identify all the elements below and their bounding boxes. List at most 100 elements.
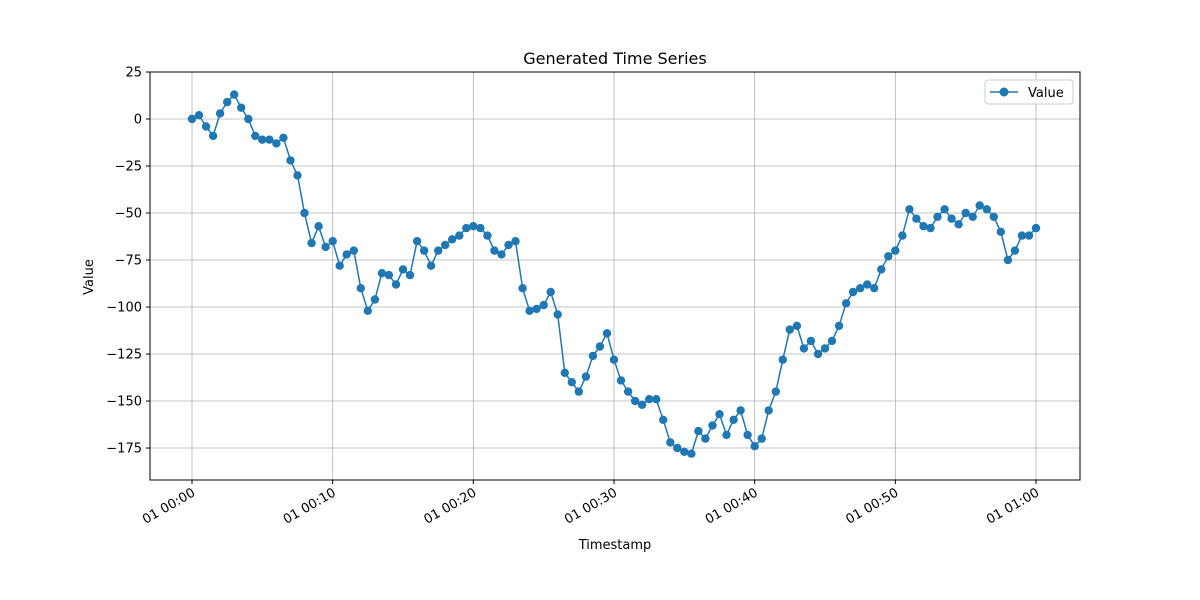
y-tick-label: 25	[125, 66, 142, 81]
data-point	[272, 139, 281, 148]
data-point	[251, 131, 260, 141]
data-point	[982, 205, 991, 214]
data-point	[342, 250, 351, 259]
data-point	[230, 90, 239, 99]
data-point	[623, 387, 633, 396]
data-point	[806, 336, 816, 346]
data-point	[194, 111, 204, 120]
data-point	[863, 280, 872, 289]
chart-title: Generated Time Series	[523, 49, 706, 68]
data-point	[370, 295, 380, 304]
data-point	[448, 235, 457, 244]
data-point	[567, 378, 576, 387]
data-point	[265, 135, 274, 144]
data-point	[848, 287, 858, 297]
data-point	[919, 222, 928, 231]
data-point	[588, 351, 598, 361]
data-point	[384, 270, 394, 280]
data-point	[757, 434, 766, 443]
data-point	[398, 265, 408, 274]
data-point	[750, 442, 759, 451]
data-point	[321, 242, 330, 252]
data-point	[722, 430, 731, 440]
data-point	[462, 223, 471, 233]
data-point	[1031, 223, 1041, 233]
data-point	[701, 434, 710, 443]
data-point	[659, 415, 668, 424]
data-point	[434, 246, 443, 255]
data-point	[947, 214, 956, 223]
data-point	[1024, 231, 1034, 240]
data-point	[455, 231, 464, 240]
data-point	[187, 114, 197, 124]
y-axis: 25 0 −25 −50 −75 −100 −125 −150 −175	[106, 66, 150, 457]
data-point	[841, 299, 851, 308]
data-point	[652, 395, 661, 404]
data-point	[539, 300, 548, 310]
data-point	[363, 306, 372, 315]
data-point	[307, 238, 316, 248]
data-point	[469, 222, 478, 231]
y-axis-label: Value	[82, 259, 97, 295]
data-point	[293, 171, 302, 180]
data-point	[813, 349, 823, 359]
data-point	[771, 387, 780, 396]
y-tick-label: −100	[106, 301, 142, 316]
data-point	[419, 246, 429, 255]
data-point	[476, 223, 485, 233]
data-point	[208, 131, 218, 141]
legend: Value	[984, 79, 1074, 105]
x-axis-label: Timestamp	[578, 538, 652, 553]
data-point	[666, 438, 675, 447]
data-point	[743, 430, 752, 440]
series-layer	[187, 90, 1041, 458]
data-point	[680, 447, 689, 456]
data-point	[968, 212, 977, 221]
data-point	[215, 109, 225, 118]
data-point	[954, 220, 963, 229]
data-point	[785, 325, 794, 334]
data-point	[356, 284, 365, 293]
data-point	[792, 321, 802, 330]
data-point	[201, 122, 211, 131]
data-point	[926, 223, 935, 233]
data-point	[511, 237, 520, 246]
data-point	[884, 252, 893, 261]
data-point	[497, 250, 506, 259]
data-point	[518, 284, 527, 293]
data-point	[314, 222, 323, 231]
data-point	[244, 114, 253, 124]
data-point	[560, 368, 569, 377]
data-point	[391, 280, 401, 289]
y-tick-label: −75	[115, 254, 142, 269]
data-point	[237, 103, 246, 112]
data-point	[898, 231, 907, 240]
data-point	[258, 135, 267, 144]
data-point	[694, 426, 703, 436]
data-point	[630, 396, 640, 406]
data-point	[1010, 246, 1020, 255]
data-point	[778, 355, 787, 364]
y-tick-label: −50	[115, 207, 142, 222]
data-point	[975, 201, 984, 210]
data-point	[891, 246, 900, 255]
data-point	[687, 449, 696, 458]
data-point	[328, 237, 337, 246]
y-tick-label: −175	[106, 442, 142, 457]
data-point	[996, 227, 1005, 236]
data-point	[595, 342, 605, 351]
data-point	[1017, 231, 1027, 240]
data-point	[279, 133, 288, 142]
data-point	[335, 261, 344, 270]
data-point	[532, 304, 541, 314]
data-point	[609, 355, 619, 364]
data-point	[877, 265, 886, 274]
data-point	[504, 240, 513, 250]
data-point	[286, 156, 295, 165]
data-point	[645, 395, 654, 404]
data-point	[799, 344, 809, 353]
data-point	[483, 231, 492, 240]
data-point	[736, 406, 745, 415]
grid	[150, 71, 1080, 480]
